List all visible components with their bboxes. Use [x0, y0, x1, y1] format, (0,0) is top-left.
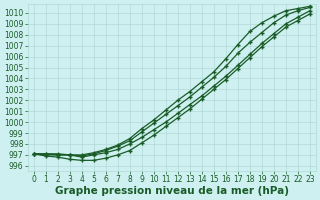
X-axis label: Graphe pression niveau de la mer (hPa): Graphe pression niveau de la mer (hPa): [55, 186, 289, 196]
